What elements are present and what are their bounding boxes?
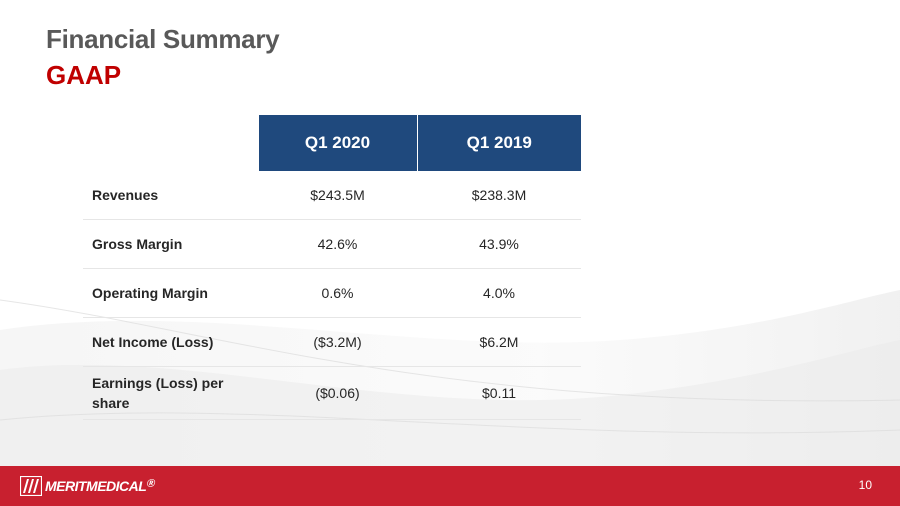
- logo-wordmark: MERITMEDICALⓇ: [45, 478, 154, 494]
- cell-q1-2019: $238.3M: [417, 171, 581, 220]
- table-row: Net Income (Loss) ($3.2M) $6.2M: [83, 317, 581, 367]
- table-row: Operating Margin 0.6% 4.0%: [83, 268, 581, 318]
- row-label-operating-margin: Operating Margin: [83, 268, 258, 318]
- table-row: Earnings (Loss) per share ($0.06) $0.11: [83, 366, 581, 420]
- slide-title: Financial Summary: [46, 24, 280, 54]
- table-header-empty: [83, 115, 258, 171]
- table-row: Revenues $243.5M $238.3M: [83, 171, 581, 220]
- cell-q1-2019: 4.0%: [417, 268, 581, 318]
- row-label-gross-margin: Gross Margin: [83, 219, 258, 269]
- row-label-eps: Earnings (Loss) per share: [83, 366, 258, 420]
- table-row: Gross Margin 42.6% 43.9%: [83, 219, 581, 269]
- cell-q1-2019: 43.9%: [417, 219, 581, 269]
- cell-q1-2019: $0.11: [417, 366, 581, 420]
- merit-logo-mark-icon: [20, 476, 42, 496]
- footer-bar: MERITMEDICALⓇ 10: [0, 466, 900, 506]
- cell-q1-2020: $243.5M: [258, 171, 417, 220]
- table-header-row: Q1 2020 Q1 2019: [83, 115, 581, 171]
- cell-q1-2019: $6.2M: [417, 317, 581, 367]
- merit-medical-logo: MERITMEDICALⓇ: [20, 476, 154, 496]
- cell-q1-2020: 42.6%: [258, 219, 417, 269]
- row-label-revenues: Revenues: [83, 171, 258, 220]
- slide-subtitle: GAAP: [46, 60, 122, 90]
- financial-summary-table: Q1 2020 Q1 2019 Revenues $243.5M $238.3M…: [83, 115, 581, 420]
- page-number: 10: [858, 478, 872, 492]
- cell-q1-2020: ($0.06): [258, 366, 417, 420]
- column-header-q1-2019: Q1 2019: [416, 115, 581, 171]
- cell-q1-2020: 0.6%: [258, 268, 417, 318]
- cell-q1-2020: ($3.2M): [258, 317, 417, 367]
- row-label-net-income: Net Income (Loss): [83, 317, 258, 367]
- column-header-q1-2020: Q1 2020: [257, 115, 417, 171]
